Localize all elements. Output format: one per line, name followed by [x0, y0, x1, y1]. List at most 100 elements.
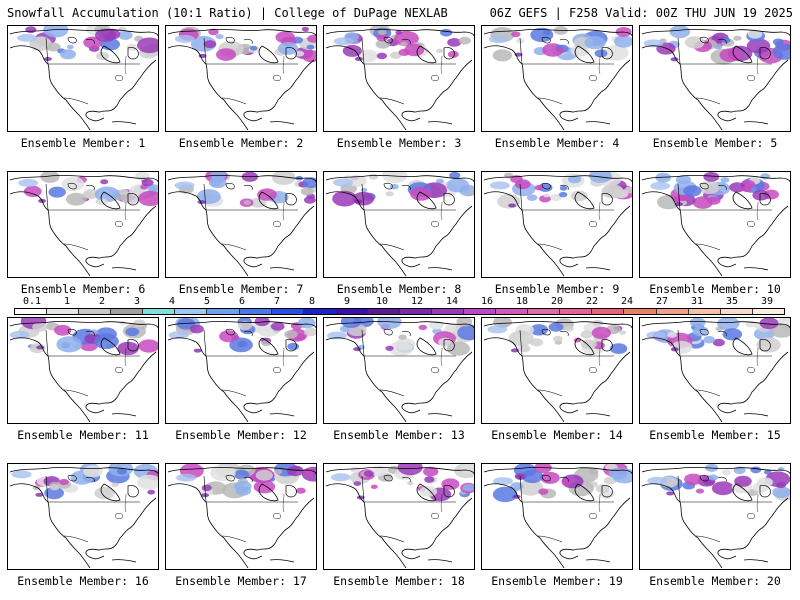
colorbar-tick-label: 1	[63, 296, 71, 307]
map-canvas	[325, 172, 474, 277]
colorbar-tick-label: 9	[343, 296, 351, 307]
map-canvas	[325, 464, 474, 569]
ensemble-member-label: Ensemble Member: 6	[20, 282, 146, 296]
ensemble-member-label: Ensemble Member: 11	[17, 428, 149, 442]
ensemble-member-panel: Ensemble Member: 15	[639, 317, 791, 442]
snowfall-map	[165, 463, 317, 570]
colorbar-segment	[464, 309, 497, 314]
ensemble-member-panel: Ensemble Member: 1	[7, 25, 159, 150]
colorbar-tick-label: 8	[308, 296, 316, 307]
colorbar-tick-label: 5	[203, 296, 211, 307]
colorbar-segment	[47, 309, 80, 314]
map-canvas	[641, 318, 790, 423]
ensemble-member-panel: Ensemble Member: 13	[323, 317, 475, 442]
ensemble-member-panel: Ensemble Member: 18	[323, 463, 475, 588]
colorbar-tick-label: 39	[760, 296, 774, 307]
ensemble-member-panel: Ensemble Member: 11	[7, 317, 159, 442]
colorbar-labels: 0.1 1 2 3 4 5 6 7 8 9 10 12 14 16 18 20 22 24 27 31 35 39	[14, 296, 785, 307]
colorbar-segment	[688, 309, 721, 314]
ensemble-member-panel: Ensemble Member: 5	[639, 25, 791, 150]
colorbar-tick-label: 27	[655, 296, 669, 307]
colorbar-segment	[335, 309, 368, 314]
snowfall-map	[165, 317, 317, 424]
ensemble-member-label: Ensemble Member: 9	[494, 282, 620, 296]
colorbar-segment	[367, 309, 400, 314]
ensemble-member-label: Ensemble Member: 15	[649, 428, 781, 442]
ensemble-member-panel: Ensemble Member: 2	[165, 25, 317, 150]
ensemble-member-panel: Ensemble Member: 17	[165, 463, 317, 588]
ensemble-member-label: Ensemble Member: 19	[491, 574, 623, 588]
map-canvas	[325, 318, 474, 423]
colorbar-tick-label: 12	[410, 296, 424, 307]
snowfall-map	[639, 463, 791, 570]
snowfall-map	[639, 171, 791, 278]
colorbar-segment	[399, 309, 433, 314]
map-canvas	[483, 172, 632, 277]
colorbar-segment	[239, 309, 272, 314]
colorbar-segment	[143, 309, 176, 314]
ensemble-member-label: Ensemble Member: 7	[178, 282, 304, 296]
map-canvas	[483, 26, 632, 131]
colorbar-tick-label: 10	[375, 296, 389, 307]
ensemble-member-label: Ensemble Member: 1	[20, 136, 146, 150]
snowfall-map	[639, 25, 791, 132]
chart-title: Snowfall Accumulation (10:1 Ratio) | Col…	[7, 6, 448, 20]
ensemble-member-panel: Ensemble Member: 7	[165, 171, 317, 296]
snowfall-map	[323, 317, 475, 424]
ensemble-member-label: Ensemble Member: 8	[336, 282, 462, 296]
ensemble-member-panel: Ensemble Member: 4	[481, 25, 633, 150]
ensemble-member-panel: Ensemble Member: 19	[481, 463, 633, 588]
colorbar-segment	[720, 309, 753, 314]
map-canvas	[167, 172, 316, 277]
map-canvas	[167, 26, 316, 131]
ensemble-member-panel: Ensemble Member: 16	[7, 463, 159, 588]
ensemble-member-panel: Ensemble Member: 10	[639, 171, 791, 296]
colorbar-segment	[560, 309, 593, 314]
colorbar-tick-label: 3	[133, 296, 141, 307]
colorbar-tick-label: 2	[98, 296, 106, 307]
map-canvas	[9, 464, 158, 569]
ensemble-member-label: Ensemble Member: 5	[652, 136, 778, 150]
colorbar-segment	[207, 309, 240, 314]
map-canvas	[483, 464, 632, 569]
colorbar-legend: 0.1 1 2 3 4 5 6 7 8 9 10 12 14 16 18 20 22 24 27 31 35 39	[14, 296, 785, 318]
map-canvas	[9, 26, 158, 131]
colorbar-segment	[656, 309, 689, 314]
ensemble-member-panel: Ensemble Member: 3	[323, 25, 475, 150]
snowfall-map	[481, 171, 633, 278]
colorbar-segment	[15, 309, 48, 314]
colorbar-tick-label: 35	[725, 296, 739, 307]
ensemble-member-panel: Ensemble Member: 20	[639, 463, 791, 588]
colorbar-tick-label: 0.1	[22, 296, 42, 307]
colorbar-tick-label: 16	[480, 296, 494, 307]
colorbar-tick-label: 20	[550, 296, 564, 307]
map-canvas	[641, 464, 790, 569]
ensemble-member-label: Ensemble Member: 16	[17, 574, 149, 588]
snowfall-map	[639, 317, 791, 424]
colorbar-tick-label: 18	[515, 296, 529, 307]
map-canvas	[167, 464, 316, 569]
snowfall-map	[165, 25, 317, 132]
snowfall-map	[165, 171, 317, 278]
map-canvas	[641, 172, 790, 277]
colorbar-segment	[271, 309, 304, 314]
ensemble-member-label: Ensemble Member: 20	[649, 574, 781, 588]
map-canvas	[641, 26, 790, 131]
snowfall-map	[7, 317, 159, 424]
colorbar-tick-label: 24	[620, 296, 634, 307]
ensemble-member-label: Ensemble Member: 10	[649, 282, 781, 296]
snowfall-map	[323, 171, 475, 278]
ensemble-member-label: Ensemble Member: 2	[178, 136, 304, 150]
colorbar-segment	[303, 309, 336, 314]
snowfall-map	[323, 25, 475, 132]
ensemble-member-label: Ensemble Member: 12	[175, 428, 307, 442]
ensemble-member-panel: Ensemble Member: 6	[7, 171, 159, 296]
colorbar-segment	[432, 309, 465, 314]
ensemble-member-panel: Ensemble Member: 12	[165, 317, 317, 442]
colorbar-tick-label: 22	[585, 296, 599, 307]
ensemble-member-panel: Ensemble Member: 8	[323, 171, 475, 296]
colorbar-tick-label: 14	[445, 296, 459, 307]
snowfall-map	[481, 25, 633, 132]
map-canvas	[325, 26, 474, 131]
ensemble-member-panel: Ensemble Member: 14	[481, 317, 633, 442]
